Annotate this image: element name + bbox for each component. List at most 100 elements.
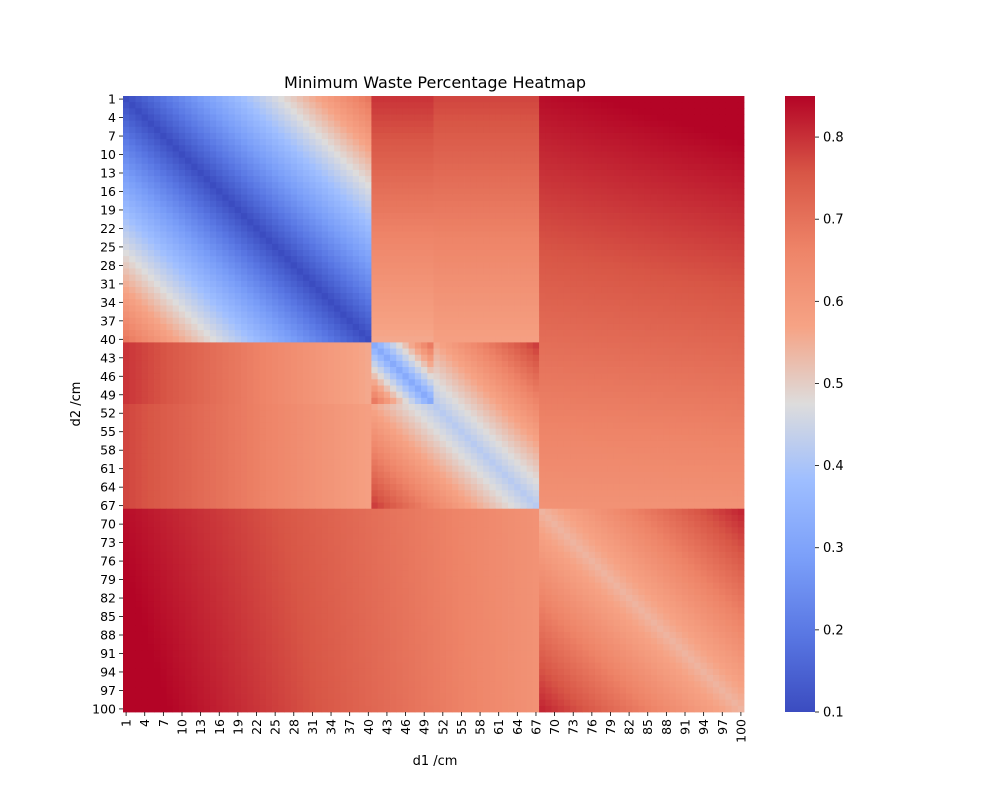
heatmap-cell (371, 176, 379, 183)
heatmap-cell (719, 102, 726, 109)
heatmap-cell (321, 194, 329, 202)
heatmap-cell (669, 256, 677, 263)
heatmap-cell (346, 256, 354, 263)
heatmap-cell (178, 373, 186, 380)
heatmap-cell (688, 274, 695, 282)
heatmap-cell (514, 182, 521, 189)
heatmap-cell (737, 367, 745, 374)
heatmap-cell (352, 317, 360, 325)
heatmap-cell (700, 348, 708, 356)
heatmap-cell (508, 108, 515, 115)
heatmap-cell (613, 336, 621, 343)
heatmap-cell (390, 225, 397, 232)
heatmap-cell (358, 379, 366, 386)
heatmap-cell (203, 330, 211, 337)
heatmap-cell (365, 286, 372, 294)
heatmap-cell (352, 200, 360, 208)
heatmap-cell (520, 157, 528, 165)
heatmap-cell (234, 169, 242, 177)
heatmap-cell (452, 348, 459, 356)
heatmap-cell (700, 206, 708, 214)
heatmap-cell (284, 188, 292, 195)
heatmap-cell (358, 182, 366, 189)
heatmap-cell (619, 330, 627, 337)
heatmap-cell (290, 188, 298, 195)
heatmap-cell (470, 330, 478, 337)
heatmap-cell (191, 206, 198, 214)
heatmap-cell (545, 317, 552, 325)
heatmap-cell (240, 256, 248, 263)
heatmap-cell (408, 219, 416, 226)
heatmap-cell (340, 176, 347, 183)
heatmap-cell (346, 323, 354, 331)
heatmap-cell (619, 336, 627, 343)
heatmap-cell (669, 231, 677, 239)
heatmap-cell (191, 336, 198, 343)
heatmap-cell (346, 373, 354, 380)
heatmap-cell (147, 360, 155, 368)
heatmap-cell (334, 391, 341, 399)
heatmap-cell (508, 280, 515, 288)
heatmap-cell (228, 108, 236, 115)
heatmap-cell (129, 176, 136, 183)
heatmap-cell (278, 225, 285, 232)
heatmap-cell (669, 397, 677, 405)
heatmap-cell (669, 169, 677, 177)
heatmap-cell (154, 219, 161, 226)
heatmap-cell (396, 323, 403, 331)
heatmap-cell (613, 169, 621, 177)
heatmap-cell (309, 114, 316, 122)
heatmap-cell (632, 342, 639, 349)
heatmap-cell (383, 336, 391, 343)
heatmap-cell (520, 194, 528, 202)
heatmap-cell (203, 317, 211, 325)
heatmap-cell (458, 213, 465, 220)
heatmap-cell (657, 367, 664, 374)
heatmap-cell (501, 120, 509, 128)
heatmap-cell (352, 336, 360, 343)
heatmap-cell (178, 120, 186, 128)
heatmap-cell (414, 114, 422, 122)
heatmap-cell (340, 145, 347, 152)
heatmap-cell (383, 256, 391, 263)
heatmap-cell (278, 299, 285, 306)
heatmap-cell (458, 139, 465, 146)
heatmap-cell (340, 243, 347, 251)
heatmap-cell (303, 188, 310, 195)
heatmap-cell (576, 237, 583, 245)
heatmap-cell (178, 391, 186, 399)
heatmap-cell (539, 391, 546, 399)
heatmap-cell (439, 274, 447, 282)
heatmap-cell (557, 169, 565, 177)
heatmap-cell (501, 293, 509, 300)
heatmap-cell (489, 126, 496, 134)
heatmap-cell (123, 330, 130, 337)
heatmap-cell (154, 330, 161, 337)
heatmap-cell (334, 330, 341, 337)
heatmap-cell (402, 367, 410, 374)
heatmap-cell (731, 132, 739, 140)
heatmap-cell (340, 299, 347, 306)
heatmap-cell (296, 385, 304, 393)
heatmap-cell (346, 237, 354, 245)
heatmap-cell (725, 225, 732, 232)
heatmap-cell (657, 348, 664, 356)
heatmap-cell (147, 126, 155, 134)
heatmap-cell (570, 225, 577, 232)
heatmap-cell (358, 348, 366, 356)
heatmap-cell (191, 305, 198, 312)
heatmap-cell (147, 311, 155, 319)
heatmap-cell (334, 120, 341, 128)
heatmap-cell (315, 200, 323, 208)
heatmap-cell (557, 391, 565, 399)
heatmap-cell (427, 182, 434, 189)
heatmap-cell (185, 286, 192, 294)
heatmap-cell (203, 176, 211, 183)
heatmap-cell (452, 397, 459, 405)
heatmap-cell (166, 250, 174, 257)
heatmap-cell (327, 151, 335, 158)
heatmap-cell (489, 225, 496, 232)
heatmap-cell (514, 317, 521, 325)
heatmap-cell (694, 120, 701, 128)
heatmap-cell (563, 256, 571, 263)
